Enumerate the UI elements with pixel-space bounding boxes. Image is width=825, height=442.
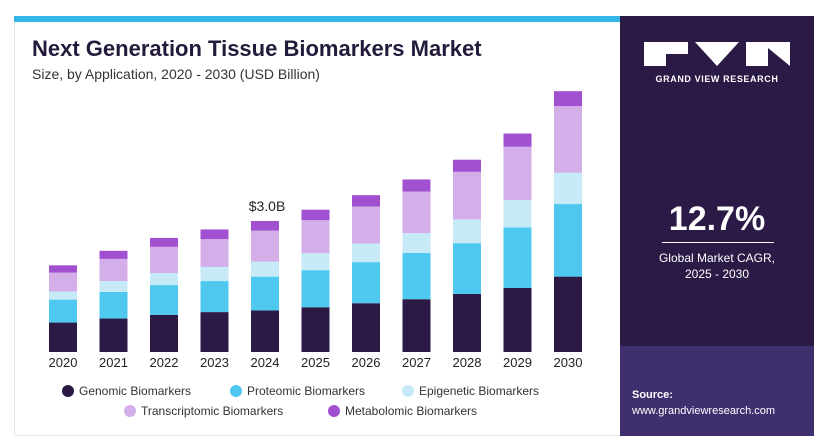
bar-segment-2021-proteomic-biomarkers	[99, 291, 128, 319]
x-tick-label: 2028	[453, 355, 482, 370]
bar-segment-2029-metabolomic-biomarkers	[503, 133, 532, 147]
legend-label: Proteomic Biomarkers	[247, 384, 366, 398]
gvr-logo	[644, 42, 790, 66]
bar-segment-2023-genomic-biomarkers	[200, 312, 229, 352]
bar-segment-2027-epigenetic-biomarkers	[402, 233, 431, 253]
cagr-divider	[662, 242, 774, 243]
bar-segment-2030-proteomic-biomarkers	[554, 204, 582, 277]
brand-panel: GRAND VIEW RESEARCH 12.7% Global Market …	[620, 16, 814, 436]
legend-swatch	[124, 405, 136, 417]
bar-segment-2026-transcriptomic-biomarkers	[352, 206, 380, 244]
x-tick-label: 2029	[503, 355, 532, 370]
bar-segment-2024-transcriptomic-biomarkers	[251, 230, 279, 262]
chart-subtitle: Size, by Application, 2020 - 2030 (USD B…	[32, 66, 320, 82]
bar-segment-2027-genomic-biomarkers	[402, 299, 431, 352]
legend-label: Metabolomic Biomarkers	[345, 404, 478, 418]
annotation-label: $3.0B	[249, 198, 286, 214]
x-tick-label: 2021	[99, 355, 128, 370]
bar-segment-2023-metabolomic-biomarkers	[200, 229, 229, 240]
bar-segment-2024-proteomic-biomarkers	[251, 276, 279, 311]
chart-title: Next Generation Tissue Biomarkers Market	[32, 36, 482, 61]
legend-swatch	[62, 385, 74, 397]
bar-segment-2020-metabolomic-biomarkers	[49, 265, 77, 273]
bar-segment-2021-epigenetic-biomarkers	[99, 281, 128, 292]
bar-segment-2028-proteomic-biomarkers	[453, 243, 481, 294]
legend-swatch	[328, 405, 340, 417]
bar-segment-2021-transcriptomic-biomarkers	[99, 258, 128, 282]
bar-segment-2020-proteomic-biomarkers	[49, 299, 77, 323]
bar-segment-2029-epigenetic-biomarkers	[503, 200, 532, 228]
bar-segment-2028-metabolomic-biomarkers	[453, 159, 481, 172]
bar-segment-2024-metabolomic-biomarkers	[251, 220, 279, 231]
x-tick-label: 2024	[251, 355, 280, 370]
bar-segment-2025-epigenetic-biomarkers	[301, 253, 330, 271]
source-link[interactable]: www.grandviewresearch.com	[632, 405, 776, 417]
bar-segment-2022-transcriptomic-biomarkers	[150, 246, 178, 273]
bar-segment-2023-proteomic-biomarkers	[200, 281, 229, 313]
bar-segment-2022-proteomic-biomarkers	[150, 285, 178, 315]
bar-segment-2026-metabolomic-biomarkers	[352, 195, 380, 207]
brand-name: GRAND VIEW RESEARCH	[655, 74, 779, 84]
legend-label: Transcriptomic Biomarkers	[141, 404, 284, 418]
source-band	[620, 346, 814, 436]
bar-segment-2024-genomic-biomarkers	[251, 310, 279, 352]
bar-segment-2027-metabolomic-biomarkers	[402, 179, 431, 192]
bar-segment-2030-genomic-biomarkers	[554, 276, 582, 352]
legend-swatch	[230, 385, 242, 397]
x-tick-label: 2023	[200, 355, 229, 370]
bar-segment-2023-epigenetic-biomarkers	[200, 266, 229, 282]
cagr-value: 12.7%	[668, 200, 766, 238]
bar-segment-2026-epigenetic-biomarkers	[352, 243, 380, 263]
legend-swatch	[402, 385, 414, 397]
x-tick-label: 2026	[352, 355, 381, 370]
x-tick-label: 2025	[301, 355, 330, 370]
legend-label: Genomic Biomarkers	[79, 384, 192, 398]
bar-segment-2020-genomic-biomarkers	[49, 322, 77, 352]
bar-segment-2030-metabolomic-biomarkers	[554, 91, 582, 107]
legend-label: Epigenetic Biomarkers	[419, 384, 540, 398]
bar-segment-2030-transcriptomic-biomarkers	[554, 106, 582, 173]
bar-segment-2028-transcriptomic-biomarkers	[453, 171, 481, 220]
bar-segment-2025-metabolomic-biomarkers	[301, 209, 330, 221]
bar-segment-2030-epigenetic-biomarkers	[554, 172, 582, 205]
x-tick-label: 2022	[150, 355, 179, 370]
bar-segment-2020-transcriptomic-biomarkers	[49, 272, 77, 292]
bar-segment-2027-proteomic-biomarkers	[402, 252, 431, 300]
bar-segment-2029-proteomic-biomarkers	[503, 227, 532, 288]
bar-segment-2025-transcriptomic-biomarkers	[301, 220, 330, 254]
cagr-label: Global Market CAGR, 2025 - 2030	[620, 250, 814, 282]
bar-segment-2021-metabolomic-biomarkers	[99, 250, 128, 259]
x-tick-label: 2020	[49, 355, 78, 370]
bar-segment-2026-genomic-biomarkers	[352, 303, 380, 352]
stacked-bar-chart: 2020 2021 2022 2023 2024 $3.0B 2025 2026 2027 202…	[49, 91, 583, 370]
accent-bar	[14, 16, 620, 22]
bar-segment-2024-epigenetic-biomarkers	[251, 261, 279, 277]
bar-segment-2022-metabolomic-biomarkers	[150, 237, 178, 247]
x-tick-label: 2030	[554, 355, 583, 370]
bar-segment-2022-epigenetic-biomarkers	[150, 272, 178, 286]
bar-segment-2025-genomic-biomarkers	[301, 307, 330, 352]
cagr-label-line1: Global Market CAGR,	[658, 251, 776, 265]
bar-segment-2026-proteomic-biomarkers	[352, 262, 380, 304]
source-label: Source:	[632, 389, 673, 401]
bar-segment-2028-epigenetic-biomarkers	[453, 219, 481, 244]
bar-segment-2022-genomic-biomarkers	[150, 314, 178, 352]
cagr-label-line2: 2025 - 2030	[684, 267, 750, 281]
bar-segment-2028-genomic-biomarkers	[453, 293, 481, 352]
bar-segment-2027-transcriptomic-biomarkers	[402, 191, 431, 234]
bar-segment-2023-transcriptomic-biomarkers	[200, 239, 229, 267]
bar-segment-2029-transcriptomic-biomarkers	[503, 146, 532, 201]
bar-segment-2020-epigenetic-biomarkers	[49, 291, 77, 300]
bar-segment-2029-genomic-biomarkers	[503, 287, 532, 352]
bar-segment-2025-proteomic-biomarkers	[301, 270, 330, 308]
x-tick-label: 2027	[402, 355, 431, 370]
bar-segment-2021-genomic-biomarkers	[99, 318, 128, 352]
